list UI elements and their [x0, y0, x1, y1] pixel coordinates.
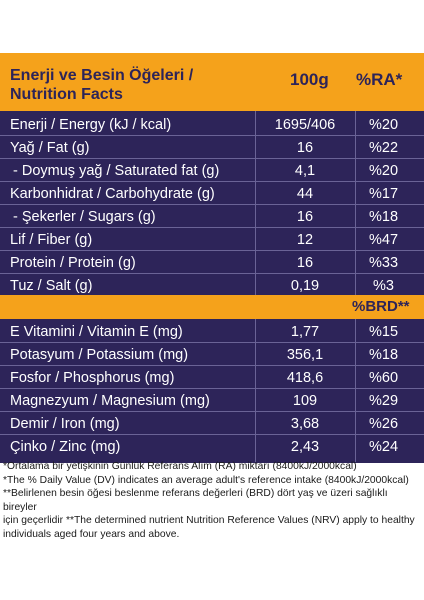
nutrient-value: 44	[296, 186, 314, 202]
nutrient-value: 16	[296, 255, 314, 271]
row-divider	[0, 227, 424, 228]
table-row: Yağ / Fat (g) 16 %22	[0, 136, 424, 160]
nutrient-value: 4,1	[294, 163, 316, 179]
nutrient-name: Protein / Protein (g)	[10, 255, 136, 271]
row-divider	[0, 342, 424, 343]
table-row: Magnezyum / Magnesium (mg) 109 %29	[0, 389, 424, 413]
table-row: Potasyum / Potassium (mg) 356,1 %18	[0, 343, 424, 367]
column-header-brd: %BRD**	[352, 298, 410, 315]
nutrient-percent: %29	[368, 393, 399, 409]
nutrient-percent: %26	[368, 416, 399, 432]
table-row: Protein / Protein (g) 16 %33	[0, 251, 424, 275]
table-row: Çinko / Zinc (mg) 2,43 %24	[0, 435, 424, 459]
nutrient-value: 418,6	[286, 370, 324, 386]
nutrient-percent: %20	[368, 163, 399, 179]
nutrient-name: - Şekerler / Sugars (g)	[13, 209, 156, 225]
table-row: Demir / Iron (mg) 3,68 %26	[0, 412, 424, 436]
nutrient-value: 0,19	[290, 278, 320, 294]
table-title-line1: Enerji ve Besin Öğeleri /	[10, 67, 194, 84]
nutrient-name: Enerji / Energy (kJ / kcal)	[10, 117, 172, 133]
nutrient-value: 16	[296, 209, 314, 225]
nutrient-percent: %18	[368, 347, 399, 363]
footnote-line: *The % Daily Value (DV) indicates an ave…	[3, 474, 409, 486]
nutrient-name: E Vitamini / Vitamin E (mg)	[10, 324, 183, 340]
nutrient-value: 2,43	[290, 439, 320, 455]
nutrient-name: Lif / Fiber (g)	[10, 232, 93, 248]
nutrient-name: Çinko / Zinc (mg)	[10, 439, 121, 455]
nutrient-name: - Doymuş yağ / Saturated fat (g)	[13, 163, 220, 179]
nutrient-name: Fosfor / Phosphorus (mg)	[10, 370, 175, 386]
table-row: Enerji / Energy (kJ / kcal) 1695/406 %20	[0, 113, 424, 137]
nutrient-name: Yağ / Fat (g)	[10, 140, 90, 156]
nutrient-name: Tuz / Salt (g)	[10, 278, 93, 294]
nutrient-percent: %33	[368, 255, 399, 271]
nutrient-value: 16	[296, 140, 314, 156]
row-divider	[0, 204, 424, 205]
nutrient-percent: %22	[368, 140, 399, 156]
table-row: Tuz / Salt (g) 0,19 %3	[0, 274, 424, 298]
nutrient-percent: %24	[368, 439, 399, 455]
column-divider	[255, 319, 256, 462]
nutrient-percent: %17	[368, 186, 399, 202]
table-row: - Şekerler / Sugars (g) 16 %18	[0, 205, 424, 229]
column-header-amount: 100g	[290, 70, 329, 89]
nutrient-percent: %15	[368, 324, 399, 340]
nutrient-name: Potasyum / Potassium (mg)	[10, 347, 189, 363]
row-divider	[0, 250, 424, 251]
table-row: Lif / Fiber (g) 12 %47	[0, 228, 424, 252]
nutrient-name: Magnezyum / Magnesium (mg)	[10, 393, 210, 409]
table-header	[0, 53, 424, 111]
row-divider	[0, 388, 424, 389]
row-divider	[0, 434, 424, 435]
nutrient-percent: %60	[368, 370, 399, 386]
row-divider	[0, 181, 424, 182]
nutrient-value: 12	[296, 232, 314, 248]
brd-header-band	[0, 295, 424, 319]
nutrient-percent: %47	[368, 232, 399, 248]
nutrient-percent: %20	[368, 117, 399, 133]
table-title-line2: Nutrition Facts	[10, 86, 123, 103]
footnote-line: individuals aged four years and above.	[3, 528, 180, 540]
row-divider	[0, 158, 424, 159]
row-divider	[0, 365, 424, 366]
nutrient-value: 356,1	[286, 347, 324, 363]
row-divider	[0, 411, 424, 412]
nutrient-value: 109	[292, 393, 318, 409]
table-row: Fosfor / Phosphorus (mg) 418,6 %60	[0, 366, 424, 390]
table-row: E Vitamini / Vitamin E (mg) 1,77 %15	[0, 320, 424, 344]
footnote-line: *Ortalama bir yetişkinin Günlük Referans…	[3, 461, 357, 472]
footnotes: *Ortalama bir yetişkinin Günlük Referans…	[3, 460, 421, 541]
nutrient-name: Demir / Iron (mg)	[10, 416, 120, 432]
row-divider	[0, 273, 424, 274]
nutrient-value: 3,68	[290, 416, 320, 432]
column-divider	[355, 111, 356, 295]
nutrient-name: Karbonhidrat / Carbohydrate (g)	[10, 186, 215, 202]
footnote-line: **Belirlenen besin öğesi beslenme refera…	[3, 488, 388, 513]
nutrient-value: 1695/406	[274, 117, 336, 133]
column-header-ra: %RA*	[356, 70, 403, 89]
column-divider	[255, 111, 256, 295]
table-title: Enerji ve Besin Öğeleri / Nutrition Fact…	[10, 66, 240, 104]
table-row: Karbonhidrat / Carbohydrate (g) 44 %17	[0, 182, 424, 206]
column-divider	[355, 319, 356, 462]
nutrition-table	[0, 53, 424, 463]
footnote-line: için geçerlidir **The determined nutrien…	[3, 515, 415, 526]
nutrient-percent: %3	[373, 278, 394, 294]
table-row: - Doymuş yağ / Saturated fat (g) 4,1 %20	[0, 159, 424, 183]
row-divider	[0, 135, 424, 136]
nutrient-percent: %18	[368, 209, 399, 225]
nutrient-value: 1,77	[290, 324, 320, 340]
